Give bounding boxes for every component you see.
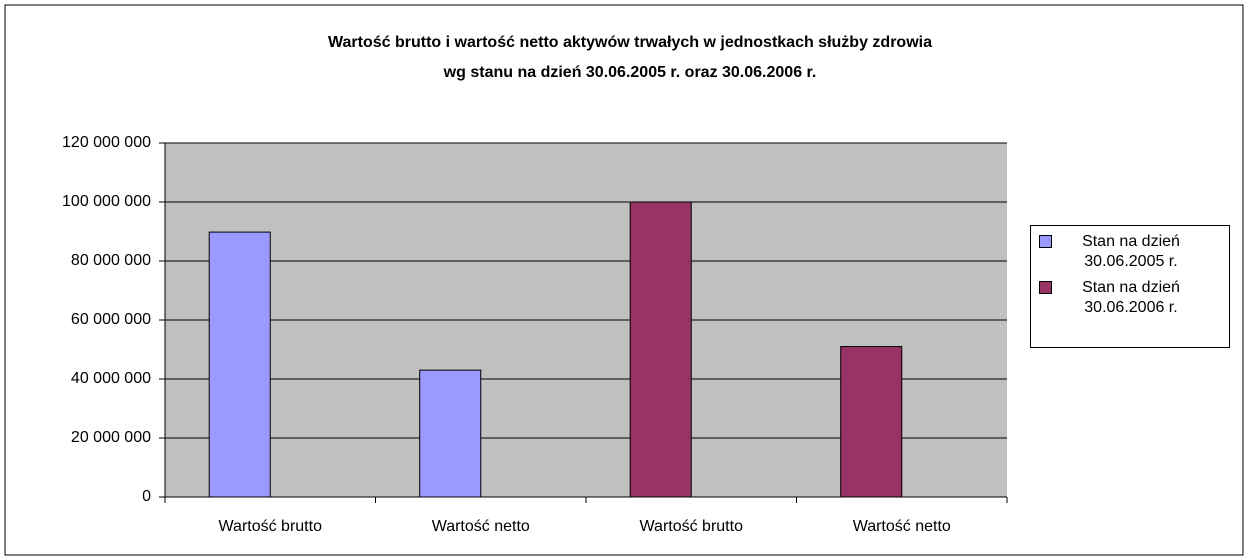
legend-swatch [1039,281,1052,294]
x-tick-label: Wartość brutto [640,518,744,535]
legend-item: Stan na dzień 30.06.2005 r. [1039,232,1221,272]
legend: Stan na dzień 30.06.2005 r. Stan na dzień… [1030,225,1230,348]
bar [419,369,482,498]
legend-label: Stan na dzień 30.06.2005 r. [1082,233,1180,270]
bar [840,346,903,498]
y-tick-label: 80 000 000 [71,252,151,269]
y-tick-label: 40 000 000 [71,370,151,387]
bar [629,201,692,498]
x-tick-label: Wartość netto [853,518,951,535]
y-tick-label: 20 000 000 [71,429,151,446]
y-tick-label: 0 [142,488,151,505]
bar [208,231,271,498]
y-tick-label: 120 000 000 [62,134,151,151]
legend-item: Stan na dzień 30.06.2006 r. [1039,278,1221,318]
legend-swatch [1039,235,1052,248]
x-tick-label: Wartość netto [432,518,530,535]
y-tick-label: 100 000 000 [62,193,151,210]
y-tick-label: 60 000 000 [71,311,151,328]
chart-title: Wartość brutto i wartość netto aktywów t… [328,34,932,51]
x-tick-label: Wartość brutto [219,518,323,535]
chart-title: wg stanu na dzień 30.06.2005 r. oraz 30.… [443,64,817,81]
legend-label: Stan na dzień 30.06.2006 r. [1082,279,1180,316]
